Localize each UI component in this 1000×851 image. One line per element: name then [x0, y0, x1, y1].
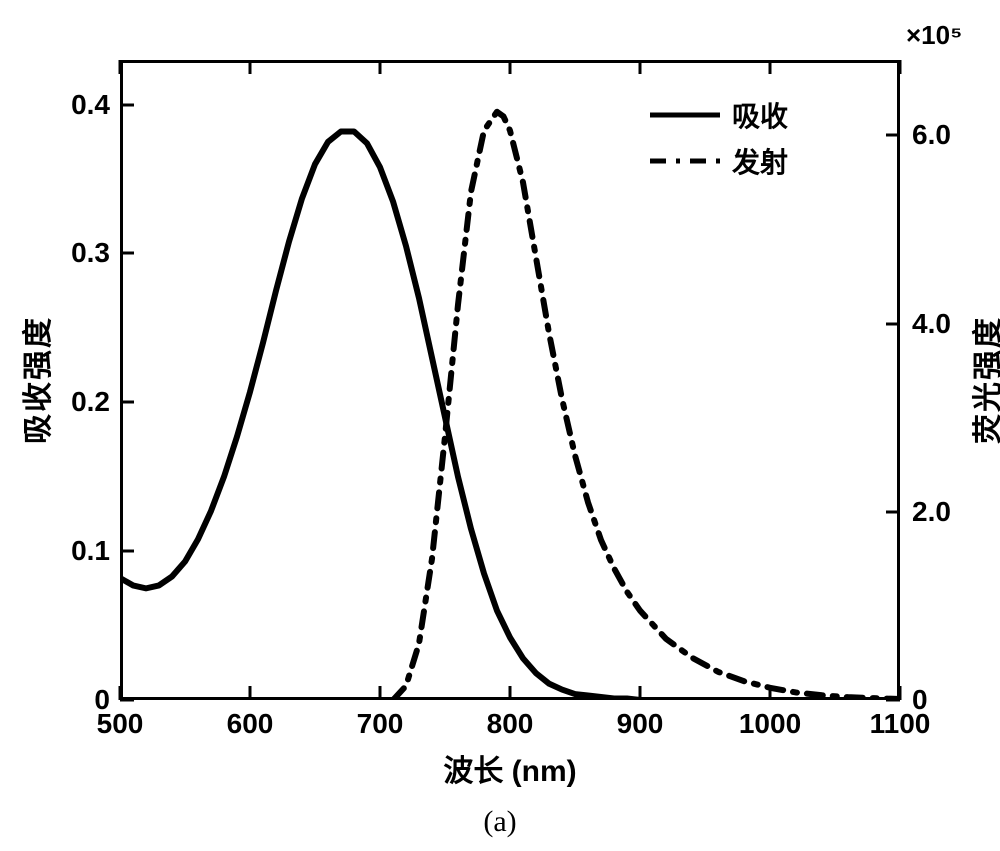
y-left-tick-label: 0.3	[71, 237, 110, 269]
x-tick	[379, 60, 382, 74]
x-axis-title: 波长 (nm)	[443, 746, 576, 790]
y-axis-right-title: 荧光强度	[963, 316, 1000, 444]
y-left-tick	[120, 103, 134, 106]
y-right-tick-label: 2.0	[912, 496, 951, 528]
legend-label: 发射	[732, 141, 788, 181]
y-right-tick	[886, 699, 900, 702]
x-tick-label: 600	[227, 708, 274, 740]
x-tick	[769, 60, 772, 74]
series-emission	[393, 112, 900, 700]
legend-label: 吸收	[732, 95, 788, 135]
y-left-tick-label: 0.2	[71, 386, 110, 418]
legend-swatch	[650, 101, 720, 129]
y-right-tick	[886, 322, 900, 325]
y-left-tick-label: 0.4	[71, 89, 110, 121]
x-tick	[249, 60, 252, 74]
x-tick-label: 1000	[739, 708, 801, 740]
x-tick	[769, 686, 772, 700]
legend-entry: 吸收	[650, 95, 788, 135]
x-tick	[899, 60, 902, 74]
x-tick-label: 700	[357, 708, 404, 740]
y-left-tick	[120, 401, 134, 404]
x-tick-label: 900	[617, 708, 664, 740]
caption: (a)	[483, 805, 516, 839]
y-axis-left-title: 吸收强度	[13, 316, 57, 444]
figure: 5006007008009001000110000.10.20.30.402.0…	[0, 0, 1000, 851]
legend: 吸收发射	[650, 95, 788, 187]
series-absorption	[120, 131, 640, 700]
x-tick	[249, 686, 252, 700]
y2-exponent: ×10⁵	[906, 20, 962, 51]
y-right-tick	[886, 510, 900, 513]
legend-swatch	[650, 147, 720, 175]
y-right-tick-label: 6.0	[912, 119, 951, 151]
x-tick	[639, 686, 642, 700]
y-left-tick	[120, 699, 134, 702]
y-left-tick	[120, 252, 134, 255]
y-right-tick	[886, 134, 900, 137]
x-tick	[509, 686, 512, 700]
x-tick	[509, 60, 512, 74]
x-tick	[379, 686, 382, 700]
y-right-tick-label: 0	[912, 684, 928, 716]
x-tick	[639, 60, 642, 74]
y-left-tick-label: 0.1	[71, 535, 110, 567]
y-right-tick-label: 4.0	[912, 308, 951, 340]
x-tick	[119, 60, 122, 74]
legend-entry: 发射	[650, 141, 788, 181]
y-left-tick	[120, 550, 134, 553]
y-left-tick-label: 0	[94, 684, 110, 716]
x-tick-label: 800	[487, 708, 534, 740]
